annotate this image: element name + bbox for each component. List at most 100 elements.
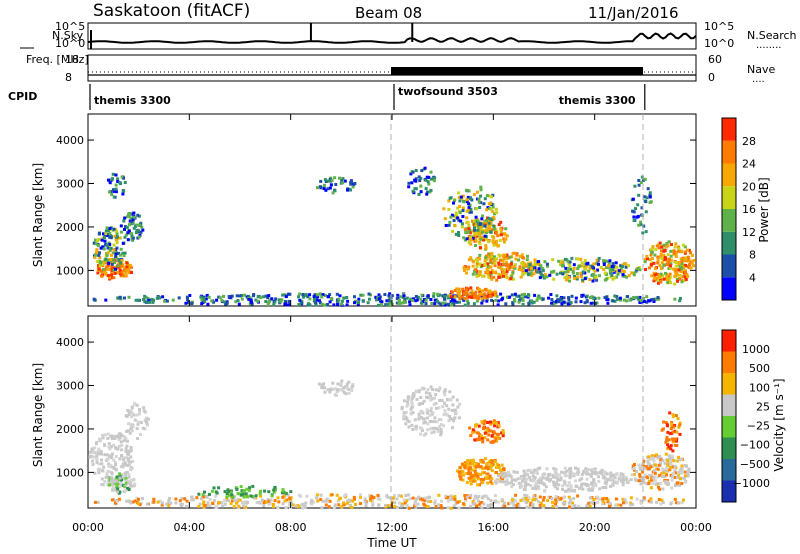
velocity-cell [415, 497, 419, 501]
power-cell [613, 299, 617, 303]
velocity-cell [239, 493, 243, 497]
velocity-cell [117, 438, 121, 442]
power-cell [353, 182, 357, 185]
velocity-cell [597, 471, 601, 475]
power-cell [521, 272, 525, 275]
velocity-cell [648, 479, 651, 483]
nave-tick-bottom: 0 [708, 71, 715, 84]
power-cell [103, 260, 107, 264]
power-cell [488, 289, 492, 293]
power-cell [136, 298, 140, 302]
velocity-cell [409, 412, 413, 416]
velocity-cell [554, 495, 558, 498]
power-cell [281, 293, 285, 297]
velocity-cell [284, 491, 288, 495]
power-cell [460, 197, 464, 201]
velocity-cell [523, 484, 527, 488]
velocity-cell [281, 502, 285, 506]
velocity-cell [590, 482, 593, 486]
power-cell [545, 275, 549, 279]
power-cell [471, 272, 475, 276]
velocity-cell [310, 499, 314, 503]
velocity-cell [143, 427, 147, 431]
velocity-cell [551, 504, 555, 508]
power-cell [122, 254, 126, 257]
noise-right-legend-dots: ........ [756, 40, 781, 51]
velocity-cell [507, 470, 510, 474]
velocity-cell [237, 504, 241, 508]
velocity-cell [167, 499, 171, 503]
velocity-cell [661, 459, 665, 463]
velocity-cell [558, 473, 561, 477]
velocity-cell [242, 504, 246, 508]
power-cell [121, 241, 125, 245]
velocity-cell [661, 501, 665, 505]
velocity-cell [364, 504, 368, 508]
power-cell [107, 229, 110, 232]
frequency-panel: Freq. [MHz] 18 8 60 0 Nave .... [26, 53, 775, 85]
velocity-cell [677, 501, 680, 505]
power-cell [495, 242, 498, 246]
power-cell [494, 207, 498, 211]
power-cell [417, 175, 421, 179]
velocity-cell [247, 489, 251, 493]
velocity-cell [384, 503, 387, 507]
velocity-cell [553, 475, 557, 479]
power-cell [467, 202, 471, 206]
power-cell [580, 261, 584, 265]
velocity-cell [251, 495, 255, 498]
velocity-cell [109, 464, 113, 468]
power-cell [511, 302, 515, 306]
power-cell [474, 215, 478, 219]
power-cell [423, 166, 427, 170]
power-cell [97, 264, 101, 267]
power-cell [177, 296, 181, 300]
power-cell [485, 267, 489, 271]
power-cell [608, 268, 612, 272]
velocity-cell [243, 489, 246, 493]
velocity-cell [346, 501, 350, 505]
x-tick-label-7: 00:00 [680, 521, 712, 534]
velocity-cell [495, 462, 499, 466]
power-cell [667, 266, 671, 270]
power-cell [560, 260, 564, 264]
velocity-cell [621, 497, 625, 501]
velocity-cell [396, 505, 399, 509]
power-cell [94, 253, 97, 257]
power-cell [468, 197, 472, 201]
power-cell [140, 225, 144, 229]
velocity-cell [369, 497, 372, 501]
power-cell [488, 291, 492, 295]
velocity-cell [464, 497, 467, 501]
velocity-cell [131, 478, 135, 482]
velocity-cell [229, 502, 233, 505]
power-cell [581, 270, 585, 274]
power-cell [349, 188, 352, 192]
velocity-cell [126, 408, 130, 412]
velocity-colorbar-segment-7 [722, 351, 736, 373]
power-cell [458, 205, 462, 208]
velocity-cell [603, 470, 606, 474]
power-cell [414, 169, 418, 172]
velocity-cell [251, 484, 255, 488]
velocity-cell [663, 461, 667, 465]
power-cell [112, 227, 116, 231]
power-cell [485, 238, 489, 242]
power-cell [527, 268, 531, 272]
velocity-cell [594, 484, 598, 488]
power-cell [343, 179, 347, 183]
power-cell [102, 247, 106, 251]
power-cell [165, 299, 169, 303]
power-cell [108, 276, 112, 280]
power-cell [639, 223, 643, 227]
velocity-cell [108, 455, 112, 459]
velocity-cell [415, 397, 419, 401]
velocity-cell [127, 457, 130, 461]
power-cell [104, 242, 108, 246]
velocity-cell [604, 478, 608, 482]
velocity-cell [117, 444, 121, 448]
velocity-cell [421, 401, 425, 405]
power-cell [461, 287, 465, 291]
velocity-cell [592, 500, 595, 504]
power-cell [552, 269, 556, 273]
